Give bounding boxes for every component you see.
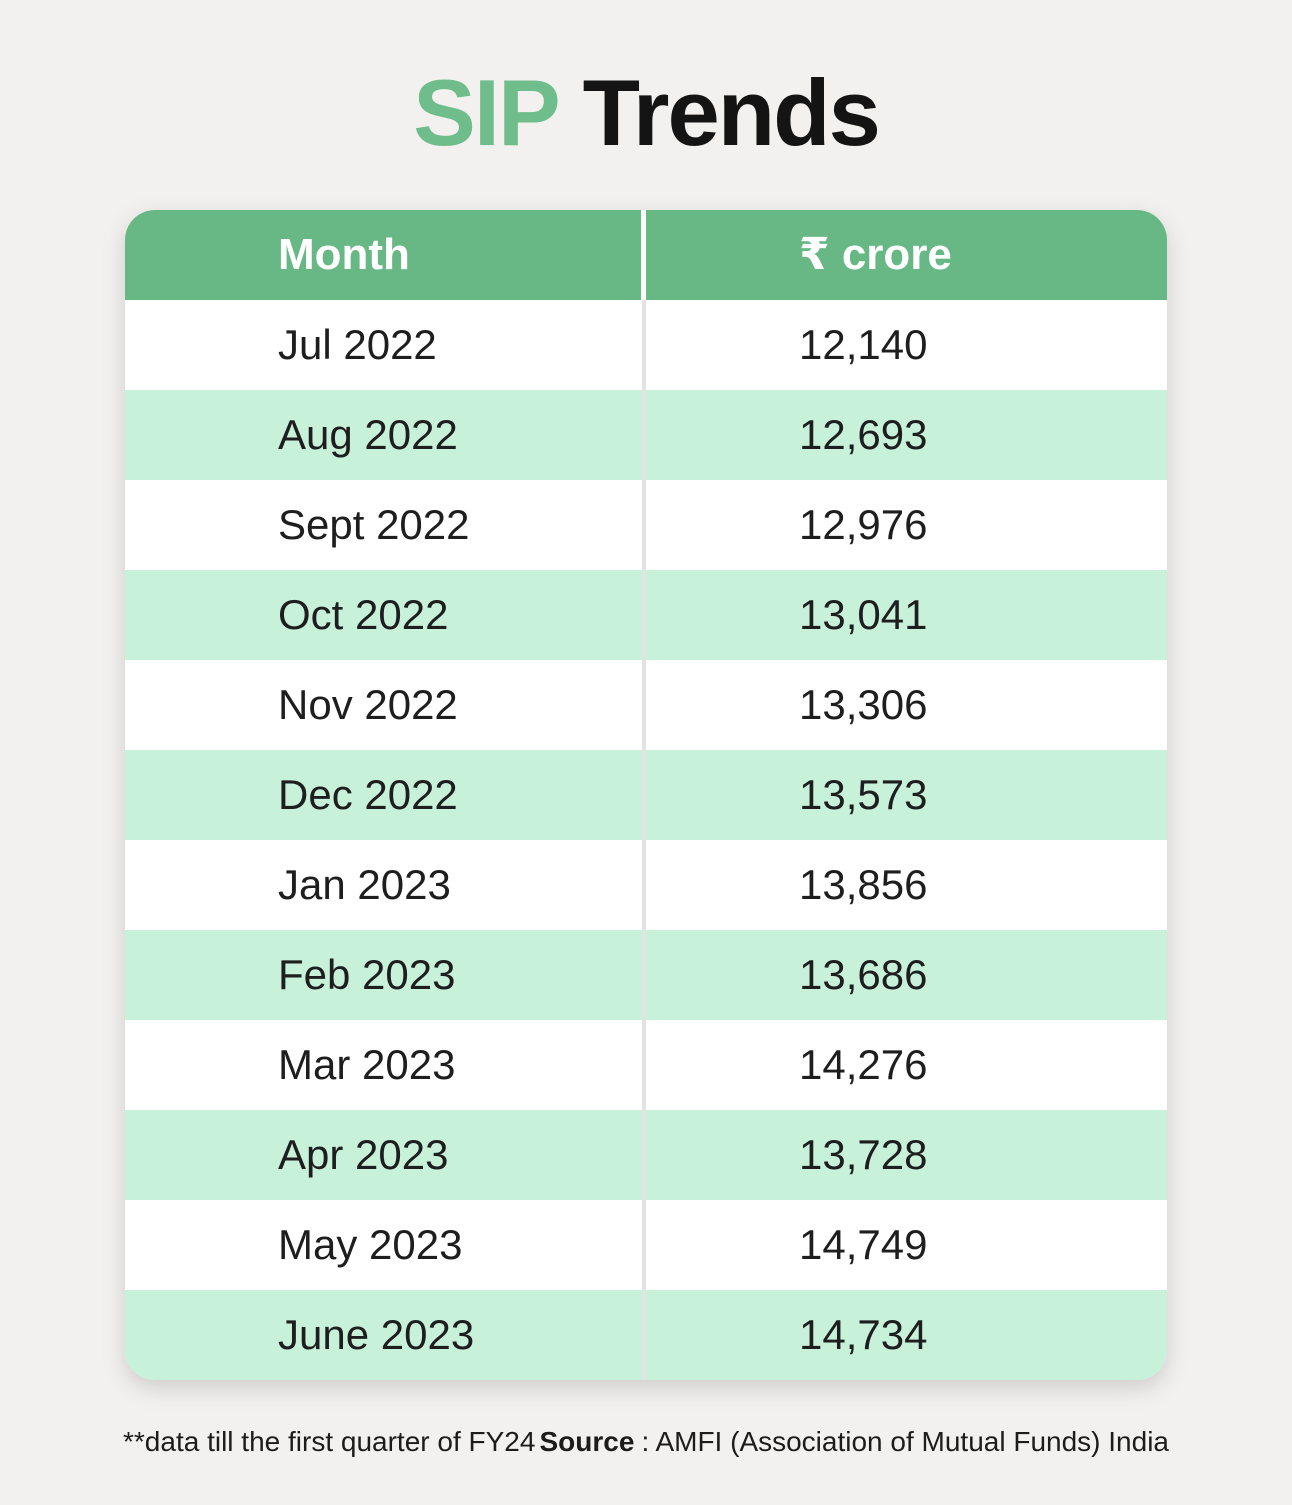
table-row: Mar 2023 14,276 xyxy=(125,1019,1167,1110)
month-cell: Aug 2022 xyxy=(125,389,646,480)
table-row: Apr 2023 13,728 xyxy=(125,1109,1167,1200)
header-row: Month ₹ crore xyxy=(125,209,1167,300)
footnote: **data till the first quarter of FY24 xyxy=(123,1425,536,1457)
header-cell-month: Month xyxy=(125,209,646,300)
month-cell: June 2023 xyxy=(125,1289,646,1380)
footer: **data till the first quarter of FY24 So… xyxy=(123,1426,1169,1458)
value-cell: 12,976 xyxy=(646,479,1167,570)
month-cell: Oct 2022 xyxy=(125,569,646,660)
month-cell: May 2023 xyxy=(125,1199,646,1290)
month-cell: Sept 2022 xyxy=(125,479,646,570)
month-cell: Jan 2023 xyxy=(125,839,646,930)
page-title: SIP Trends xyxy=(0,0,1292,164)
table-row: June 2023 14,734 xyxy=(125,1289,1167,1380)
table-row: May 2023 14,749 xyxy=(125,1199,1167,1290)
table-row: Aug 2022 12,693 xyxy=(125,389,1167,480)
table-row: Nov 2022 13,306 xyxy=(125,659,1167,750)
sip-table-card: Month ₹ crore Jul 2022 12,140 Aug 2022 12,6… xyxy=(125,209,1167,1380)
value-cell: 14,749 xyxy=(646,1199,1167,1290)
source-line: Source: AMFI (Association of Mutual Fund… xyxy=(540,1426,1170,1458)
table-row: Jul 2022 12,140 xyxy=(125,299,1167,390)
table-body: Jul 2022 12,140 Aug 2022 12,693 Sept 2022 12,… xyxy=(125,299,1167,1380)
page-title-highlight: SIP xyxy=(413,60,561,165)
value-cell: 14,734 xyxy=(646,1289,1167,1380)
table-row: Dec 2022 13,573 xyxy=(125,749,1167,840)
month-cell: Nov 2022 xyxy=(125,659,646,750)
sip-table: Month ₹ crore Jul 2022 12,140 Aug 2022 12,6… xyxy=(125,209,1167,1380)
value-cell: 13,573 xyxy=(646,749,1167,840)
table-row: Oct 2022 13,041 xyxy=(125,569,1167,660)
month-cell: Dec 2022 xyxy=(125,749,646,840)
value-cell: 13,686 xyxy=(646,929,1167,1020)
value-cell: 12,140 xyxy=(646,299,1167,390)
month-cell: Apr 2023 xyxy=(125,1109,646,1200)
value-cell: 13,041 xyxy=(646,569,1167,660)
value-cell: 13,728 xyxy=(646,1109,1167,1200)
table-row: Feb 2023 13,686 xyxy=(125,929,1167,1020)
source-text: : AMFI (Association of Mutual Funds) Ind… xyxy=(641,1425,1169,1457)
source-label: Source xyxy=(539,1425,635,1457)
table-header: Month ₹ crore xyxy=(125,209,1167,300)
month-cell: Feb 2023 xyxy=(125,929,646,1020)
value-cell: 12,693 xyxy=(646,389,1167,480)
header-cell-crore: ₹ crore xyxy=(646,209,1167,300)
month-cell: Jul 2022 xyxy=(125,299,646,390)
value-cell: 13,306 xyxy=(646,659,1167,750)
value-cell: 13,856 xyxy=(646,839,1167,930)
month-cell: Mar 2023 xyxy=(125,1019,646,1110)
table-row: Sept 2022 12,976 xyxy=(125,479,1167,570)
table-row: Jan 2023 13,856 xyxy=(125,839,1167,930)
page-title-rest: Trends xyxy=(582,60,881,165)
value-cell: 14,276 xyxy=(646,1019,1167,1110)
